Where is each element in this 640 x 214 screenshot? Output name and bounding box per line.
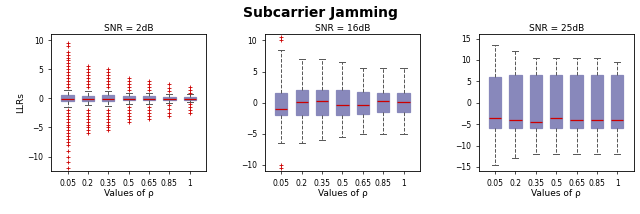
PathPatch shape <box>296 90 308 115</box>
PathPatch shape <box>397 93 410 112</box>
Title: SNR = 16dB: SNR = 16dB <box>315 24 370 33</box>
PathPatch shape <box>356 92 369 114</box>
X-axis label: Values of ρ: Values of ρ <box>317 189 367 198</box>
PathPatch shape <box>143 96 155 100</box>
Y-axis label: LLRs: LLRs <box>16 92 25 113</box>
PathPatch shape <box>122 96 135 100</box>
Text: Subcarrier Jamming: Subcarrier Jamming <box>243 6 397 20</box>
PathPatch shape <box>611 75 623 128</box>
X-axis label: Values of ρ: Values of ρ <box>531 189 581 198</box>
PathPatch shape <box>570 75 582 128</box>
PathPatch shape <box>184 97 196 100</box>
Title: SNR = 2dB: SNR = 2dB <box>104 24 154 33</box>
PathPatch shape <box>377 93 389 112</box>
PathPatch shape <box>102 95 115 101</box>
X-axis label: Values of ρ: Values of ρ <box>104 189 154 198</box>
PathPatch shape <box>316 90 328 115</box>
PathPatch shape <box>275 93 287 115</box>
PathPatch shape <box>82 96 94 101</box>
PathPatch shape <box>163 97 175 100</box>
PathPatch shape <box>489 77 501 128</box>
PathPatch shape <box>550 75 563 128</box>
PathPatch shape <box>336 90 349 115</box>
PathPatch shape <box>61 95 74 101</box>
PathPatch shape <box>509 75 522 128</box>
PathPatch shape <box>591 75 603 128</box>
PathPatch shape <box>530 75 542 128</box>
Title: SNR = 25dB: SNR = 25dB <box>529 24 584 33</box>
